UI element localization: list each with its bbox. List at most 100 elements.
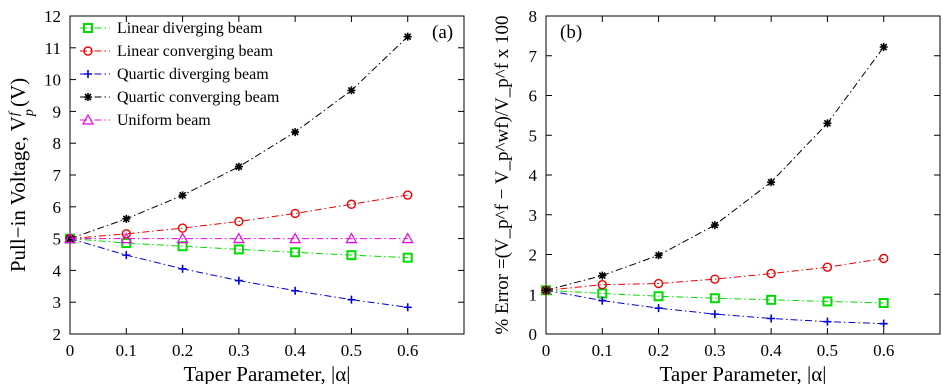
- legend-marker: [81, 113, 95, 125]
- y-tick-label: 6: [529, 87, 538, 106]
- x-tick-label: 0: [542, 341, 551, 360]
- data-point: [122, 214, 131, 223]
- data-point: [401, 232, 414, 244]
- series-square: [541, 285, 889, 308]
- data-point: [122, 251, 131, 260]
- series-line: [69, 194, 408, 240]
- ticks-b: 0 0.1 0.2 0.3 0.4 0.5 0.6 0 1 2 3 4 5 6 7 8: [529, 7, 940, 360]
- y-tick-label: 5: [53, 230, 62, 249]
- data-point: [823, 119, 832, 128]
- panel-label-a: (a): [432, 22, 453, 43]
- y-tick-label: 9: [53, 102, 62, 121]
- data-point: [120, 232, 133, 244]
- legend-marker: [83, 23, 93, 33]
- legend-marker: [84, 70, 92, 78]
- data-point: [290, 247, 301, 258]
- data-point: [121, 229, 131, 239]
- data-point: [709, 293, 720, 304]
- data-point: [233, 244, 244, 255]
- data-point: [234, 276, 243, 285]
- series-line: [545, 289, 884, 325]
- data-point: [766, 294, 777, 305]
- data-point: [822, 262, 833, 272]
- y-tick-label: 8: [529, 7, 538, 26]
- data-point: [879, 319, 888, 328]
- x-tick-label: 0.4: [285, 341, 307, 360]
- x-axis-label-a: Taper Parameter, |α|: [184, 362, 351, 384]
- data-point: [710, 310, 719, 319]
- y-tick-label: 2: [529, 246, 538, 265]
- data-point: [291, 286, 300, 295]
- plot-frame-a: [69, 15, 465, 335]
- panel-a: 0 0.1 0.2 0.3 0.4 0.5 0.6 2 3 4 5 6 7 8 9 10 11 12 (a) Ta…: [6, 7, 465, 386]
- data-point: [177, 223, 188, 233]
- legend-label: Quartic converging beam: [117, 89, 280, 106]
- x-tick-label: 0.3: [704, 341, 725, 360]
- panel-b: 0 0.1 0.2 0.3 0.4 0.5 0.6 0 1 2 3 4 5 6 7 8 (b) Taper P…: [492, 7, 941, 386]
- data-point: [403, 32, 412, 41]
- x-tick-label: 0.4: [761, 341, 783, 360]
- legend-label: Uniform beam: [117, 112, 211, 129]
- panel-label-b: (b): [560, 22, 582, 43]
- data-point: [402, 252, 413, 263]
- data-point: [290, 208, 300, 219]
- series-group-b: [541, 43, 889, 328]
- legend-marker: [84, 93, 92, 101]
- data-point: [346, 199, 357, 209]
- y-tick-label: 2: [53, 325, 62, 344]
- data-point: [710, 274, 720, 284]
- data-point: [178, 264, 187, 273]
- data-point: [234, 162, 243, 171]
- y-tick-label: 6: [53, 198, 62, 217]
- y-axis-label-a-unit: (V): [6, 78, 30, 112]
- series-star: [542, 43, 888, 295]
- ticks-a: 0 0.1 0.2 0.3 0.4 0.5 0.6 2 3 4 5 6 7 8 9 10 11 12: [44, 7, 464, 360]
- y-tick-label: 8: [53, 134, 62, 153]
- y-tick-label: 5: [529, 126, 538, 145]
- series-line: [545, 289, 884, 304]
- data-point: [766, 268, 776, 279]
- data-point: [291, 128, 300, 137]
- y-axis-label-a-sup: f: [7, 110, 22, 116]
- data-point: [345, 232, 358, 244]
- y-axis-label-a-sub: p: [22, 109, 37, 117]
- data-point: [879, 253, 889, 264]
- data-point: [178, 191, 187, 200]
- x-tick-label: 0.1: [592, 341, 613, 360]
- data-point: [347, 86, 356, 95]
- x-tick-label: 0.2: [172, 341, 193, 360]
- data-point: [654, 304, 663, 313]
- data-point: [879, 43, 888, 52]
- y-tick-label: 0: [529, 325, 538, 344]
- data-point: [176, 232, 189, 244]
- data-point: [347, 295, 356, 304]
- data-point: [542, 286, 550, 295]
- x-tick-label: 0.3: [228, 341, 249, 360]
- y-tick-label: 4: [53, 261, 62, 280]
- data-point: [598, 296, 607, 305]
- series-circle: [65, 190, 413, 244]
- data-point: [767, 314, 776, 323]
- y-tick-label: 11: [45, 39, 61, 58]
- x-tick-label: 0.5: [341, 341, 362, 360]
- y-axis-label-b: % Error =(V_p^f − V_p^wf)/V_p^f x 100: [492, 15, 513, 334]
- data-point: [822, 296, 833, 307]
- series-line: [545, 46, 885, 291]
- data-point: [878, 297, 889, 308]
- y-axis-label-a: Pull−in Voltage, Vpf (V): [6, 78, 37, 272]
- data-point: [597, 280, 607, 290]
- series-line: [545, 257, 884, 291]
- data-point: [403, 303, 412, 312]
- series-star: [66, 32, 412, 243]
- data-point: [232, 232, 245, 244]
- y-tick-label: 7: [529, 47, 538, 66]
- y-tick-label: 12: [44, 7, 61, 26]
- legend-label: Linear converging beam: [117, 43, 274, 60]
- legend-item: Linear diverging beam: [80, 20, 263, 37]
- x-tick-label: 0.5: [817, 341, 838, 360]
- y-tick-label: 3: [53, 293, 62, 312]
- x-tick-label: 0.1: [116, 341, 137, 360]
- legend-item: Uniform beam: [80, 112, 211, 129]
- legend-marker: [83, 46, 93, 56]
